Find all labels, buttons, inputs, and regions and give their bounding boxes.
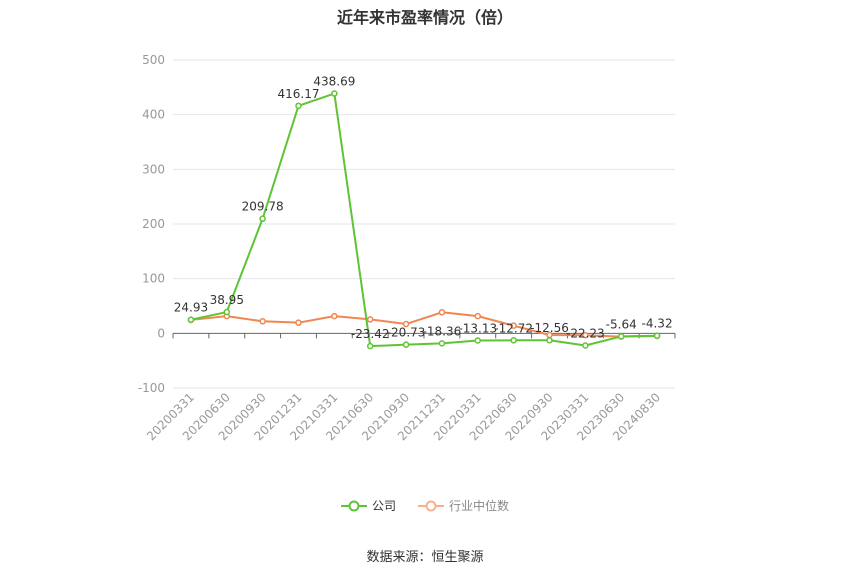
chart-title: 近年来市盈率情况（倍） (336, 8, 513, 27)
data-label: -12.72 (494, 321, 533, 335)
y-tick-label: 0 (157, 326, 165, 340)
data-point-company (510, 337, 517, 344)
data-point-industry (438, 309, 446, 316)
data-label: 209.78 (242, 200, 284, 214)
series (187, 90, 661, 350)
data-label: 438.69 (313, 75, 355, 89)
y-tick-label: 400 (142, 108, 165, 122)
data-point-company (331, 90, 338, 97)
data-label: -13.13 (458, 322, 497, 336)
data-label: -23.42 (351, 327, 390, 341)
data-point-company (259, 215, 266, 222)
data-point-company (617, 333, 625, 340)
data-point-industry (295, 319, 302, 326)
data-point-company (653, 332, 661, 339)
legend-company-icon (340, 500, 367, 511)
data-point-industry (366, 316, 374, 323)
legend-industry-icon (418, 500, 444, 511)
data-point-industry (331, 312, 338, 320)
data-point-company (438, 340, 446, 347)
data-point-industry (259, 318, 266, 325)
legend-label-company: 公司 (371, 499, 396, 513)
legend-item-industry[interactable]: 行业中位数 (418, 497, 509, 514)
axes: -100010020030040050020200331202006302020… (138, 53, 676, 443)
data-point-industry (402, 320, 410, 328)
y-tick-label: 200 (142, 217, 165, 231)
data-source: 数据来源：恒生聚源 (366, 550, 484, 565)
data-label: -4.32 (642, 317, 673, 331)
grid-lines (173, 59, 675, 389)
legend-item-company[interactable]: 公司 (340, 497, 396, 514)
data-label: -18.36 (423, 324, 462, 338)
data-point-company (402, 341, 410, 348)
y-tick-label: -100 (138, 381, 165, 395)
data-point-industry (582, 331, 589, 339)
y-tick-label: 300 (142, 162, 165, 176)
y-tick-label: 100 (142, 272, 165, 286)
data-point-company (582, 342, 589, 349)
data-label: -20.73 (387, 326, 426, 340)
data-point-company (187, 316, 195, 323)
series-line-industry (190, 311, 658, 338)
data-label: 416.17 (278, 87, 320, 101)
data-point-company (295, 102, 302, 110)
data-label: -5.64 (606, 317, 637, 331)
data-point-company (366, 342, 374, 350)
data-point-company (223, 308, 231, 316)
data-label: 38.95 (210, 293, 244, 307)
y-tick-label: 500 (142, 53, 165, 67)
line-chart: -100010020030040050020200331202006302020… (138, 53, 676, 443)
data-point-company (474, 337, 482, 344)
data-point-company (546, 336, 553, 344)
data-label: -22.23 (566, 326, 605, 340)
series-line-company (190, 92, 658, 348)
data-point-industry (474, 312, 482, 320)
data-label: -12.56 (530, 321, 569, 335)
data-point-industry (510, 322, 517, 329)
legend-label-industry: 行业中位数 (449, 499, 510, 513)
legend: 公司 行业中位数 (0, 497, 850, 514)
data-label: 24.93 (174, 301, 208, 315)
